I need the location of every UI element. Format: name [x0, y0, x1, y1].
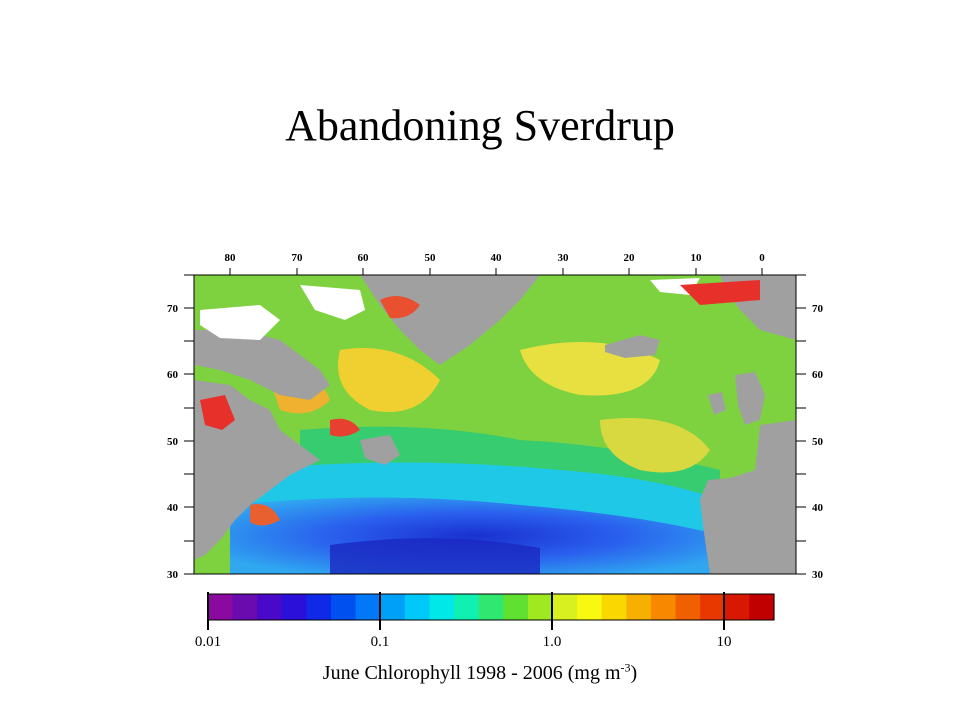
deep-blue-gyre [330, 538, 540, 574]
lat-label: 40 [812, 502, 824, 514]
colorbar-swatch [675, 594, 701, 620]
colorbar-swatch [331, 594, 357, 620]
lat-label: 50 [812, 436, 824, 448]
lat-label: 50 [167, 436, 179, 448]
colorbar-swatch [527, 594, 554, 620]
colorbar-swatch [281, 594, 308, 620]
ice-cover [200, 305, 280, 340]
colorbar-label: 10 [717, 634, 732, 650]
colorbar-swatch [454, 594, 480, 620]
right-axis: 70 60 50 40 30 [796, 274, 824, 581]
caption-text: June Chlorophyll 1998 - 2006 (mg m [322, 662, 621, 684]
figure-caption: June Chlorophyll 1998 - 2006 (mg m-3) [0, 660, 960, 685]
lon-label: 10 [691, 252, 703, 264]
newfoundland-land [360, 435, 400, 465]
colorbar-swatch [552, 594, 578, 620]
lat-label: 60 [167, 369, 179, 381]
lat-label: 70 [167, 303, 179, 315]
europe-land [700, 420, 796, 574]
colorbar-swatch [306, 594, 332, 620]
left-axis: 70 60 50 40 30 [167, 274, 194, 581]
chlorophyll-map [194, 275, 796, 574]
lat-label: 30 [812, 569, 824, 581]
colorbar-swatch [355, 594, 381, 620]
coastal-bloom [380, 296, 420, 319]
lon-label: 60 [358, 252, 370, 264]
lon-label: 30 [558, 252, 570, 264]
labrador-land [194, 330, 330, 400]
coastal-bloom [250, 504, 280, 526]
colorbar-swatch [208, 594, 234, 620]
lon-label: 80 [225, 252, 237, 264]
slide-title: Abandoning Sverdrup [285, 101, 675, 150]
top-axis: 80 70 60 50 40 30 20 10 0 [225, 252, 765, 275]
coastal-bloom [330, 418, 360, 437]
colorbar-swatch [650, 594, 677, 620]
colorbar-swatch [700, 594, 726, 620]
colorbar-label: 0.01 [195, 634, 221, 650]
lon-label: 50 [425, 252, 437, 264]
ireland-land [708, 392, 726, 415]
colorbar-swatch [232, 594, 258, 620]
lat-label: 70 [812, 303, 824, 315]
colorbar-swatch [380, 594, 406, 620]
caption-superscript: -3 [620, 660, 631, 675]
colorbar-label: 1.0 [543, 634, 562, 650]
colorbar-swatch [724, 594, 750, 620]
shelf-patch [338, 348, 440, 412]
colorbar-swatch [626, 594, 652, 620]
coastal-bloom [200, 395, 235, 430]
lon-label: 20 [624, 252, 636, 264]
colorbar-swatch [601, 594, 627, 620]
colorbar-swatch [749, 594, 775, 620]
coastal-bloom [680, 280, 760, 305]
ice-cover [300, 285, 365, 320]
colorbar-swatch [577, 594, 603, 620]
caption-close: ) [630, 662, 638, 684]
lat-label: 60 [812, 369, 824, 381]
lat-label: 40 [167, 502, 179, 514]
colorbar-swatch [257, 594, 283, 620]
lon-label: 0 [759, 252, 765, 264]
lon-label: 40 [491, 252, 503, 264]
lat-label: 30 [167, 569, 179, 581]
lon-label: 70 [292, 252, 304, 264]
map-frame [193, 274, 797, 575]
iceland-land [605, 335, 660, 358]
colorbar-swatch [429, 594, 455, 620]
colorbar-swatch [478, 594, 504, 620]
colorbar-swatch [404, 594, 431, 620]
shelf-patch [600, 418, 710, 473]
colorbar-label: 0.1 [371, 634, 390, 650]
britain-land [735, 372, 765, 425]
colorbar-swatch [503, 594, 529, 620]
colorbar [208, 594, 775, 620]
